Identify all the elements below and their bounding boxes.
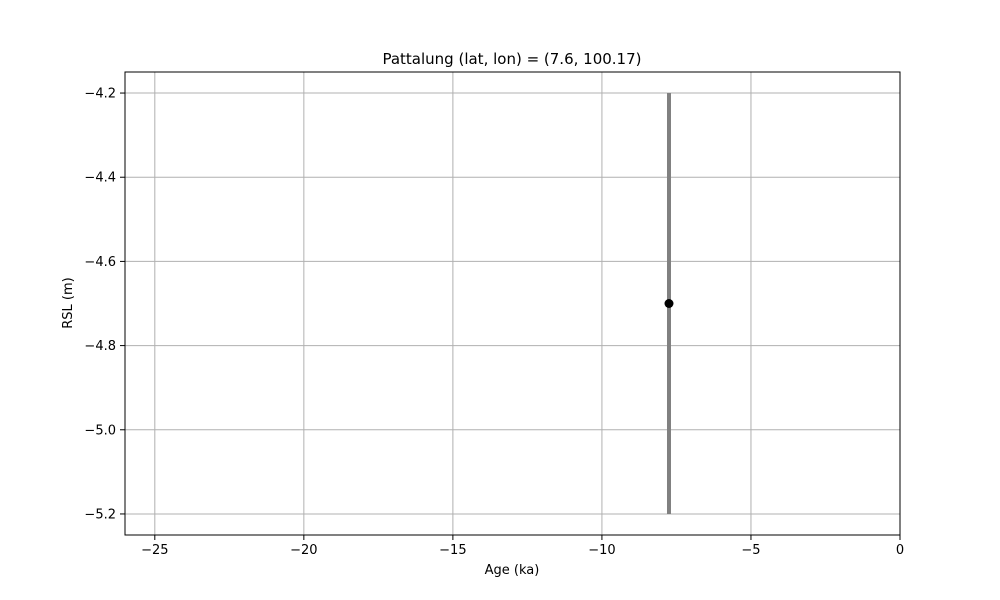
x-axis-label: Age (ka)	[485, 563, 540, 578]
y-tick-label: −5.2	[84, 507, 116, 522]
chart-title: Pattalung (lat, lon) = (7.6, 100.17)	[382, 50, 641, 68]
y-tick-label: −4.2	[84, 87, 116, 102]
grid-lines	[125, 72, 901, 535]
y-tick-label: −4.6	[84, 255, 116, 270]
x-tick-label: −20	[290, 543, 317, 558]
data-point	[664, 299, 674, 308]
x-tick-label: −10	[588, 543, 615, 558]
x-tick-label: −25	[141, 543, 168, 558]
y-axis-ticks: −4.2 −4.4 −4.6 −4.8 −5.0 −5.2	[84, 87, 125, 522]
x-tick-label: 0	[896, 543, 904, 558]
y-tick-label: −5.0	[84, 423, 116, 438]
plot-frame	[124, 71, 901, 536]
x-axis-ticks: −25 −20 −15 −10 −5 0	[141, 535, 904, 558]
y-tick-label: −4.8	[84, 339, 116, 354]
x-tick-label: −5	[741, 543, 760, 558]
y-tick-label: −4.4	[84, 171, 116, 186]
x-tick-label: −15	[439, 543, 466, 558]
y-axis-label: RSL (m)	[61, 277, 76, 328]
data-marks	[664, 93, 674, 514]
